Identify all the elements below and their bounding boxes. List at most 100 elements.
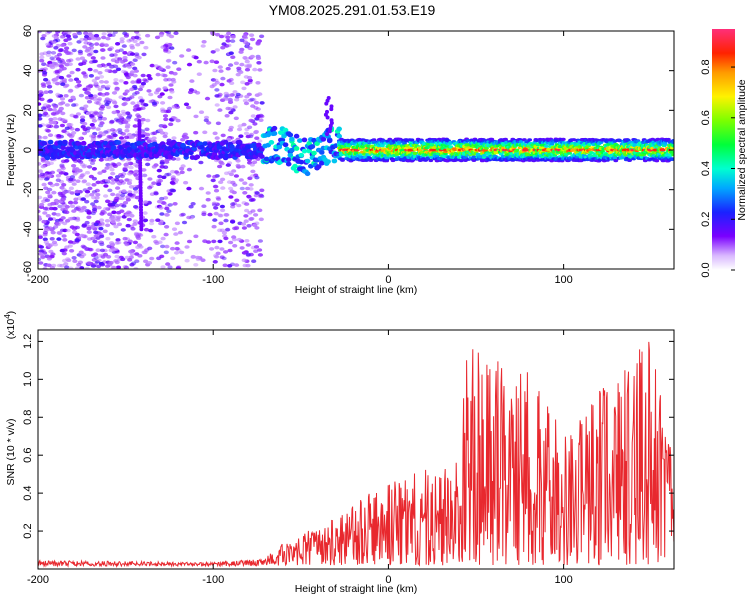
spectrogram-cell	[124, 89, 130, 93]
spectrogram-cell	[247, 46, 253, 51]
spectrogram-cell	[42, 103, 49, 107]
spectrogram-cell	[56, 52, 63, 57]
spectrogram-cell	[91, 78, 97, 83]
spectrogram-cell	[241, 258, 247, 263]
spectrogram-cell	[219, 255, 225, 259]
spectrogram-cell	[62, 33, 68, 37]
x-tick-label: 100	[554, 574, 572, 586]
spectrogram-cell	[175, 157, 181, 161]
spectrogram-cell	[251, 259, 257, 264]
spectrogram-cell	[109, 167, 115, 172]
spectrogram-cell	[142, 218, 149, 223]
spectrogram-cell	[227, 264, 233, 268]
spectrogram-cell	[193, 55, 199, 60]
spectrogram-cell	[254, 175, 260, 180]
spectrogram-cell	[124, 98, 130, 102]
spectrogram-cell	[49, 237, 55, 241]
spectrogram-cell	[253, 100, 260, 105]
spectrogram-cell	[80, 206, 86, 211]
spectrogram-cell	[38, 245, 45, 249]
spectrogram-cell	[143, 259, 149, 264]
spectrogram-cell	[96, 258, 102, 263]
spectrogram-cell	[203, 118, 209, 123]
spectrogram-cell	[43, 186, 49, 190]
spectrogram-cell	[257, 92, 263, 96]
spectrogram-cell	[44, 160, 50, 165]
y-tick-label: -40	[22, 221, 34, 237]
spectrogram-cell	[151, 234, 157, 239]
spectrogram-cell	[226, 31, 232, 36]
spectrogram-cell	[84, 95, 90, 100]
spectrogram-cell	[247, 211, 253, 215]
spectrogram-cell	[218, 221, 224, 226]
spectrogram-cell	[41, 219, 47, 224]
spectrogram-cell	[193, 114, 199, 119]
spectrogram-cell	[64, 103, 70, 107]
spectrogram-cell	[200, 44, 206, 48]
spectrogram-cell	[157, 178, 163, 183]
spectrogram-cell	[79, 233, 85, 238]
y-tick-label: 0.4	[22, 485, 34, 500]
spectrogram-cell	[90, 202, 96, 206]
spectrogram-cell	[329, 118, 334, 123]
spectrogram-cell	[93, 222, 99, 227]
spectrogram-cell	[235, 163, 241, 168]
spectrogram-cell	[105, 84, 111, 89]
spectrogram-cell	[67, 133, 73, 137]
spectrogram-cell	[143, 200, 149, 204]
spectrogram-cell	[74, 238, 80, 242]
spectrogram-cell	[167, 203, 173, 207]
spectrogram-cell	[482, 153, 487, 158]
spectrogram-cell	[230, 55, 236, 59]
spectrogram-cell	[150, 131, 156, 136]
spectrogram-cell	[243, 131, 250, 136]
spectrogram-cell	[119, 39, 125, 44]
spectrogram-cell	[248, 183, 254, 187]
spectrogram-cell	[164, 213, 170, 217]
spectrogram-cell	[259, 101, 265, 105]
spectrogram-cell	[227, 107, 233, 111]
spectrogram-cell	[86, 230, 92, 234]
spectrogram-cell	[211, 203, 218, 207]
spectrogram-cell	[40, 82, 46, 86]
spectrogram-cell	[244, 94, 250, 99]
spectrogram-cell	[117, 57, 123, 61]
spectrogram-cell	[168, 83, 174, 87]
spectrogram-cell	[125, 141, 131, 147]
spectrogram-cell	[249, 174, 255, 178]
spectrogram-cell	[98, 75, 105, 79]
spectrogram-cell	[250, 169, 256, 174]
spectrogram-cell	[102, 252, 109, 257]
spectrogram-cell	[124, 242, 130, 247]
spectrogram-cell	[50, 230, 56, 235]
spectrogram-cell	[248, 118, 254, 123]
spectrogram-cell	[40, 36, 46, 41]
spectrogram-cell	[91, 59, 97, 64]
spectrogram-cell	[117, 130, 123, 135]
spectrogram-cell	[99, 42, 105, 46]
spectrogram-cell	[52, 206, 58, 211]
spectrogram-cell	[43, 263, 49, 268]
spectrogram-cell	[61, 251, 67, 256]
spectrogram-cell	[137, 121, 142, 126]
spectrogram-cell	[82, 45, 88, 49]
spectrogram-cell	[282, 127, 289, 133]
spectrogram-cell	[69, 249, 75, 253]
spectrogram-cell	[99, 262, 106, 267]
spectrogram-cell	[73, 197, 79, 202]
spectrogram-cell	[165, 109, 172, 114]
spectrogram-cell	[159, 196, 165, 201]
spectrogram-cell	[75, 57, 81, 61]
spectrogram-cell	[149, 221, 155, 226]
spectrogram-cell	[183, 102, 190, 107]
spectrogram-cell	[119, 174, 125, 179]
spectrogram-cell	[115, 42, 121, 46]
spectrogram-cell	[56, 237, 62, 241]
spectrogram-cell	[105, 36, 111, 41]
spectrogram-cell	[51, 190, 57, 195]
spectrogram-cell	[184, 245, 190, 249]
spectrogram-cell	[55, 174, 62, 178]
spectrogram-cell	[186, 105, 192, 110]
spectrogram-cell	[340, 158, 345, 162]
spectrogram-cell	[96, 205, 102, 210]
